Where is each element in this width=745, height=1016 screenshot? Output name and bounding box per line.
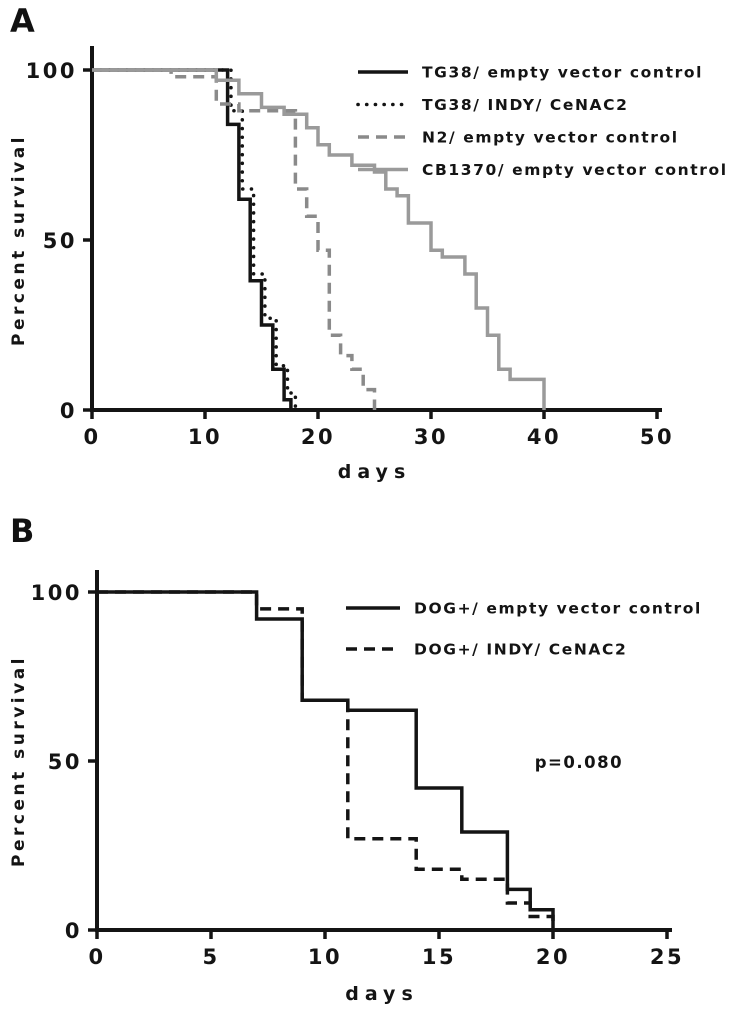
legend-label: TG38/ empty vector control bbox=[422, 64, 703, 82]
x-tick-label: 0 bbox=[88, 945, 105, 969]
y-tick-label: 0 bbox=[60, 399, 77, 423]
x-tick-label: 30 bbox=[414, 425, 448, 449]
x-tick-label: 10 bbox=[308, 945, 342, 969]
p-value-annotation: p=0.080 bbox=[535, 753, 623, 772]
survival-chart-panel-b: 0 5 10 15 20 25 0 50 100 days Percent survival DOG+… bbox=[9, 570, 702, 1005]
x-tick-label: 0 bbox=[83, 425, 100, 449]
x-tick-label: 20 bbox=[301, 425, 335, 449]
x-tick-label: 15 bbox=[422, 945, 456, 969]
y-tick-label: 0 bbox=[65, 919, 82, 943]
x-tick-label: 25 bbox=[650, 945, 684, 969]
legend-label: N2/ empty vector control bbox=[422, 129, 679, 147]
x-tick-label: 20 bbox=[536, 945, 570, 969]
series-line-0 bbox=[97, 590, 555, 930]
x-tick-label: 10 bbox=[188, 425, 222, 449]
legend-label: DOG+/ empty vector control bbox=[414, 600, 702, 618]
x-axis-label: days bbox=[338, 461, 412, 483]
y-axis-label: Percent survival bbox=[9, 134, 29, 346]
y-axis-label: Percent survival bbox=[9, 655, 29, 867]
legend-label: DOG+/ INDY/ CeNAC2 bbox=[414, 641, 627, 659]
series-line-3 bbox=[92, 68, 546, 410]
series-line-0 bbox=[92, 68, 293, 410]
x-tick-label: 50 bbox=[640, 425, 674, 449]
x-axis-label: days bbox=[345, 983, 419, 1005]
y-tick-label: 100 bbox=[31, 581, 82, 605]
legend-label: CB1370/ empty vector control bbox=[422, 161, 728, 179]
y-tick-label: 50 bbox=[48, 750, 82, 774]
x-tick-label: 40 bbox=[527, 425, 561, 449]
x-tick-label: 5 bbox=[202, 945, 219, 969]
y-tick-label: 50 bbox=[43, 229, 77, 253]
legend-label: TG38/ INDY/ CeNAC2 bbox=[422, 96, 629, 114]
series-line-2 bbox=[92, 68, 377, 410]
panel-a-label: A bbox=[10, 2, 35, 40]
series-line-1 bbox=[97, 590, 555, 930]
y-tick-label: 100 bbox=[26, 59, 77, 83]
series-line-1 bbox=[90, 68, 298, 412]
survival-chart-panel-a: 0 10 20 30 40 50 0 50 100 days Percent survival TG3… bbox=[9, 46, 728, 483]
panel-b-label: B bbox=[10, 512, 35, 550]
